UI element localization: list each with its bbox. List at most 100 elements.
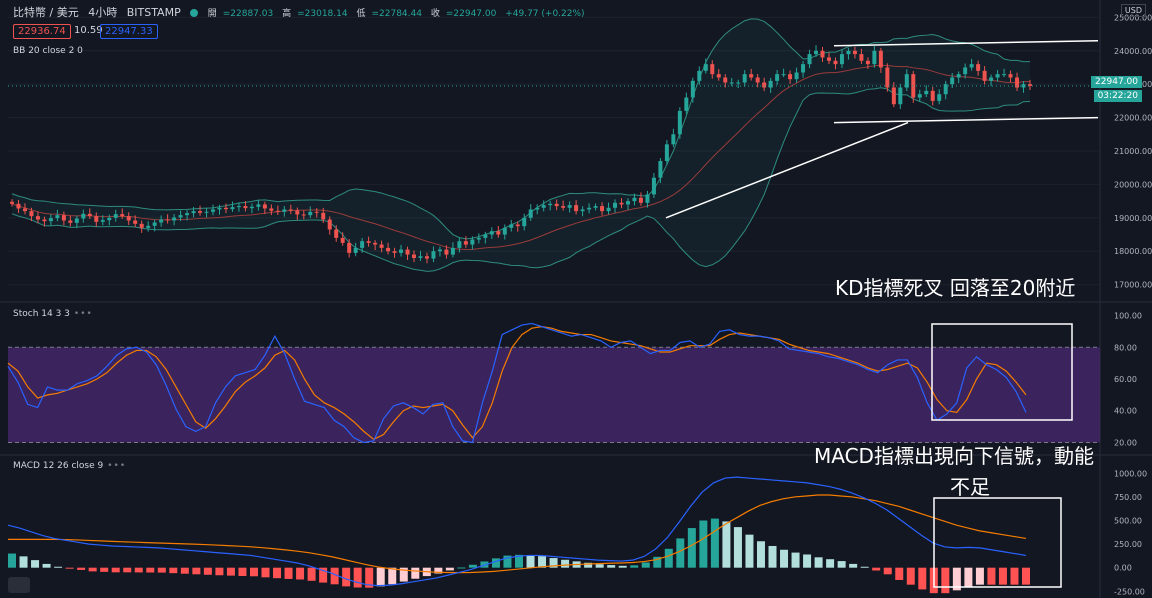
stoch-highlight-box [931,323,1073,421]
candle-body [904,74,909,88]
candle-body [839,54,844,65]
candle [217,204,222,215]
macd-histogram-bar [918,567,927,590]
candle [29,207,34,222]
candle-body [638,197,643,203]
candle [807,49,812,69]
candle [314,208,319,218]
candle-body [496,231,501,235]
macd-tick-label: 1000.00 [1114,469,1147,478]
candle-body [269,208,274,211]
candle [100,215,105,226]
stoch-indicator-label[interactable]: Stoch 14 3 3 ••• [13,309,93,319]
macd-histogram-bar [330,567,339,585]
candle [872,46,877,68]
candle-body [502,227,507,235]
candle [587,203,592,214]
tradingview-logo[interactable] [8,577,30,593]
candle [703,58,708,74]
candle-body [126,216,131,221]
candle-body [613,202,618,208]
macd-histogram-bar [411,567,420,579]
candle-body [606,207,611,212]
candle-body [801,64,806,73]
candle-body [865,60,870,65]
candle-body [327,219,332,230]
candle [898,83,903,109]
candle-body [198,211,203,213]
candle-body [178,215,183,218]
candle-body [736,82,741,84]
candle-body [917,94,922,98]
candle-body [476,237,481,240]
macd-histogram-bar [77,567,86,570]
candle-body [768,80,773,88]
last-price-tag: 22947.00 [1091,76,1142,88]
macd-histogram-bar [653,556,662,568]
candle [502,224,507,240]
candle-body [963,67,968,75]
candle-body [81,213,86,219]
candle [489,227,494,239]
ohlc-readout: 開 =22887.03 高 =23018.14 低 =22784.44 收 =22947… [207,9,585,19]
macd-histogram-bar [146,567,155,573]
candle-body [723,77,728,83]
candle [528,204,533,221]
candle [989,74,994,87]
macd-histogram-bar [987,567,996,585]
macd-histogram-bar [895,567,904,580]
candle [755,73,760,88]
price-tick-label: 21000.00 [1114,147,1152,156]
candle-body [1021,84,1026,88]
symbol-label[interactable]: 比特幣 / 美元 [13,6,79,19]
candle [924,85,929,97]
candle [561,200,566,211]
candle-body [878,50,883,68]
candle [431,246,436,263]
candle-body [113,214,118,218]
candle-body [282,209,287,212]
candle-body [236,206,241,208]
candle [94,212,99,227]
currency-label[interactable]: USD [1120,4,1146,17]
candle [891,82,896,108]
bb-indicator-label[interactable]: BB 20 close 2 0 [13,46,83,56]
candle [243,201,248,212]
macd-indicator-label[interactable]: MACD 12 26 close 9 ••• [13,461,127,471]
candle [405,246,410,261]
candle [412,250,417,263]
candle [814,45,819,57]
candle [301,210,306,220]
macd-histogram-bar [445,567,454,571]
bb-basis-line [11,64,1031,251]
candle-body [794,72,799,80]
sell-price-box[interactable]: 22936.74 [13,24,71,39]
macd-histogram-bar [607,565,616,568]
macd-histogram-bar [756,541,765,568]
buy-price-box[interactable]: 22947.33 [100,24,158,39]
candle [593,203,598,211]
macd-histogram-bar [849,563,858,568]
macd-histogram-bar [780,549,789,568]
candle-body [891,87,896,105]
candle [1028,79,1032,90]
candle [885,63,890,92]
candle-body [146,225,151,228]
interval-label[interactable]: 4小時 [88,6,118,19]
candle-body [1028,84,1032,86]
candle [1015,72,1020,92]
candle-body [885,67,890,88]
macd-histogram-bar [791,552,800,568]
candle-body [632,197,637,202]
candle [878,47,883,73]
macd-histogram-bar [31,560,40,568]
candle-body [846,50,851,55]
candle [87,208,92,220]
candle-body [872,50,877,65]
macd-histogram-bar [284,567,293,579]
macd-line [7,476,1027,587]
candle-body [859,54,864,61]
candle-body [360,241,365,248]
